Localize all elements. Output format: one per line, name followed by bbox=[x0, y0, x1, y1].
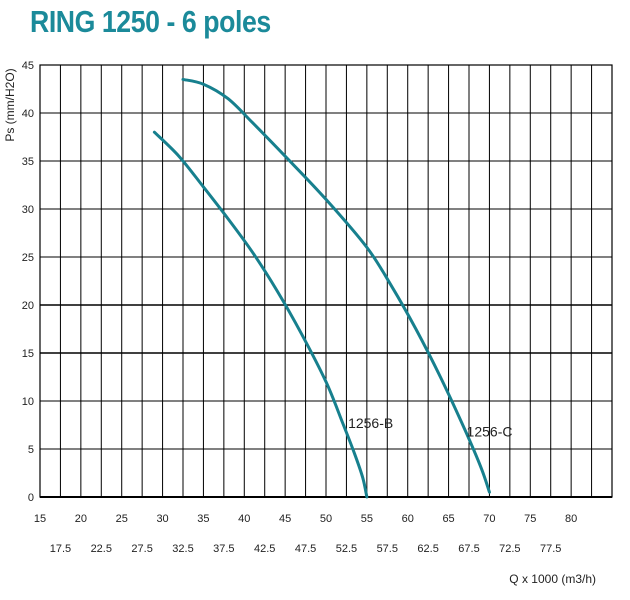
y-tick-label: 0 bbox=[28, 492, 34, 504]
x-tick-label: 55 bbox=[361, 513, 373, 525]
x-tick-label: 37.5 bbox=[213, 543, 234, 555]
x-tick-label: 40 bbox=[238, 513, 250, 525]
y-tick-label: 40 bbox=[22, 108, 34, 120]
x-tick-label: 22.5 bbox=[91, 543, 112, 555]
x-tick-label: 67.5 bbox=[458, 543, 479, 555]
y-tick-label: 15 bbox=[22, 348, 34, 360]
y-tick-label: 45 bbox=[22, 60, 34, 72]
x-tick-label: 72.5 bbox=[499, 543, 520, 555]
x-tick-label: 62.5 bbox=[417, 543, 438, 555]
x-tick-label: 17.5 bbox=[50, 543, 71, 555]
x-axis-label: Q x 1000 (m3/h) bbox=[509, 572, 596, 586]
x-tick-label: 60 bbox=[402, 513, 414, 525]
y-tick-labels: 0 5 10 15 20 25 30 35 40 45 bbox=[22, 60, 34, 504]
y-tick-label: 20 bbox=[22, 300, 34, 312]
y-tick-label: 35 bbox=[22, 156, 34, 168]
x-tick-label: 50 bbox=[320, 513, 332, 525]
x-tick-label: 70 bbox=[483, 513, 495, 525]
x-tick-label: 27.5 bbox=[131, 543, 152, 555]
x-tick-label: 32.5 bbox=[172, 543, 193, 555]
x-tick-label: 15 bbox=[34, 513, 46, 525]
curve-1256-b bbox=[152, 130, 369, 499]
y-tick-label: 30 bbox=[22, 204, 34, 216]
x-tick-label: 42.5 bbox=[254, 543, 275, 555]
plot-frame bbox=[39, 64, 613, 498]
x-tick-label: 25 bbox=[116, 513, 128, 525]
grid-major-lines bbox=[39, 64, 613, 498]
curve-labels: 1256-B 1256-C bbox=[348, 415, 512, 440]
x-tick-label: 77.5 bbox=[540, 543, 561, 555]
x-tick-label: 80 bbox=[565, 513, 577, 525]
chart-title: RING 1250 - 6 poles bbox=[30, 4, 271, 39]
x-tick-label: 45 bbox=[279, 513, 291, 525]
x-tick-label: 20 bbox=[75, 513, 87, 525]
y-tick-label: 5 bbox=[28, 444, 34, 456]
curve-label-1256-c: 1256-C bbox=[467, 424, 513, 440]
curve-label-1256-b: 1256-B bbox=[348, 415, 393, 431]
x-tick-label: 47.5 bbox=[295, 543, 316, 555]
curves bbox=[152, 77, 491, 499]
grid-minor-lines bbox=[39, 65, 613, 497]
y-axis-label: Ps (mm/H2O) bbox=[3, 68, 17, 141]
x-tick-label: 57.5 bbox=[377, 543, 398, 555]
x-tick-label: 75 bbox=[524, 513, 536, 525]
x-tick-label: 65 bbox=[442, 513, 454, 525]
y-tick-label: 25 bbox=[22, 252, 34, 264]
x-tick-labels: 15 20 25 30 35 40 45 50 55 60 65 70 75 80 17.5 22.5 27.5… bbox=[34, 513, 577, 555]
curve-1256-c bbox=[181, 77, 491, 494]
x-tick-label: 35 bbox=[197, 513, 209, 525]
y-tick-label: 10 bbox=[22, 396, 34, 408]
x-tick-label: 30 bbox=[156, 513, 168, 525]
x-tick-label: 52.5 bbox=[336, 543, 357, 555]
